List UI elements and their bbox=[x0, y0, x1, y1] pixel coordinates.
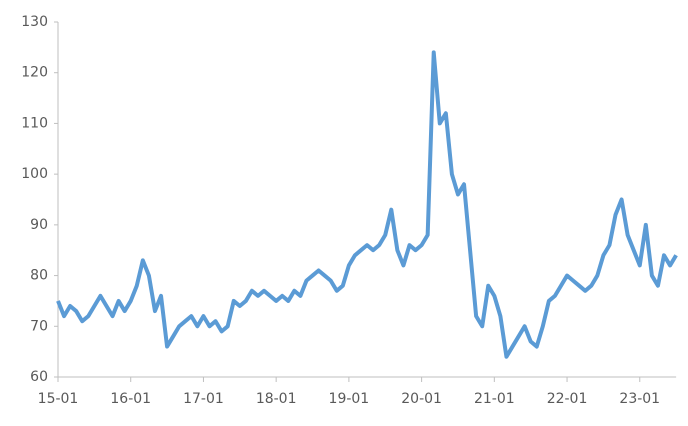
y-tick-label: 110 bbox=[21, 115, 48, 131]
x-tick-label: 15-01 bbox=[38, 391, 79, 407]
y-tick-label: 70 bbox=[30, 318, 48, 334]
y-tick-label: 100 bbox=[21, 166, 48, 182]
x-tick-label: 17-01 bbox=[183, 391, 224, 407]
data-line bbox=[56, 50, 678, 359]
x-tick-label: 16-01 bbox=[110, 391, 151, 407]
x-tick-label: 23-01 bbox=[619, 391, 660, 407]
y-tick-label: 120 bbox=[21, 65, 48, 81]
y-tick-label: 80 bbox=[30, 268, 48, 284]
y-tick-label: 130 bbox=[21, 14, 48, 30]
x-tick-label: 22-01 bbox=[547, 391, 588, 407]
x-tick-label: 21-01 bbox=[474, 391, 515, 407]
y-tick-label: 60 bbox=[30, 369, 48, 385]
x-tick-label: 18-01 bbox=[256, 391, 297, 407]
y-tick-label: 90 bbox=[30, 217, 48, 233]
x-tick-label: 19-01 bbox=[329, 391, 370, 407]
x-tick-label: 20-01 bbox=[401, 391, 442, 407]
